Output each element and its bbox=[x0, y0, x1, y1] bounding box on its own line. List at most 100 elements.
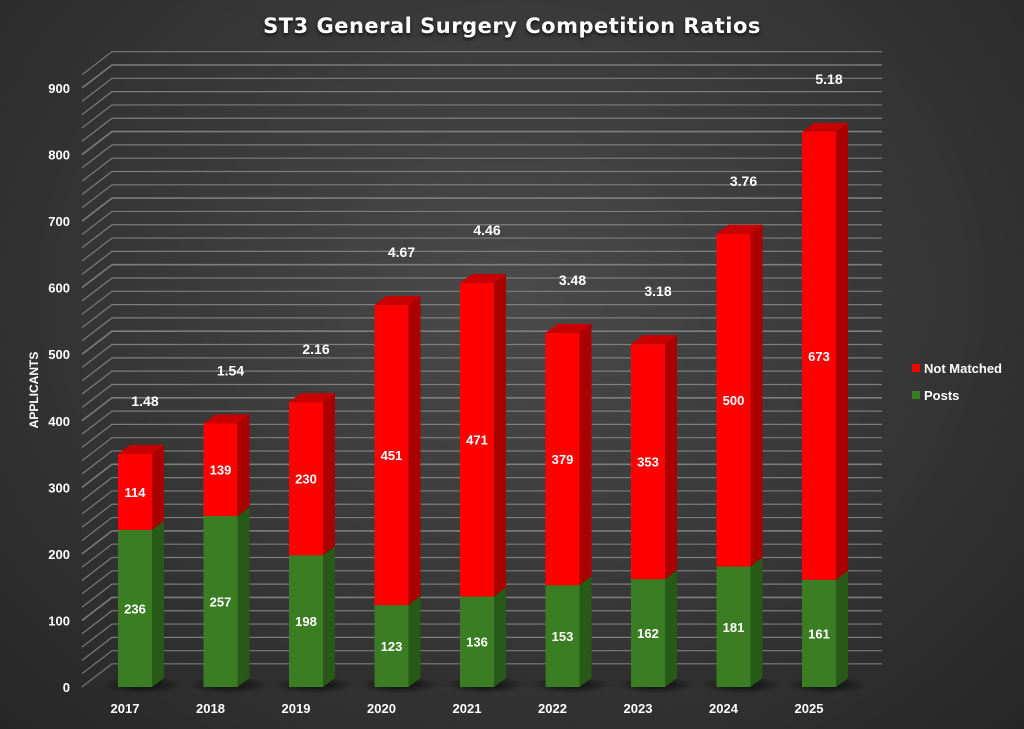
bar-front-face bbox=[802, 579, 836, 687]
y-tick-label: 600 bbox=[48, 281, 70, 296]
gridline bbox=[81, 463, 882, 488]
y-axis-title: APPLICANTS bbox=[27, 352, 41, 429]
ratio-annotation: 4.67 bbox=[388, 244, 415, 260]
gridline bbox=[81, 543, 882, 568]
gridline bbox=[81, 144, 882, 169]
bar-posts-2022[interactable] bbox=[545, 576, 592, 687]
bar-side-face bbox=[408, 596, 421, 687]
bar-not-matched-2017[interactable] bbox=[118, 445, 164, 530]
gridline bbox=[81, 91, 882, 116]
bar-not-matched-2025[interactable] bbox=[802, 122, 848, 580]
bar-posts-2024[interactable] bbox=[716, 557, 763, 687]
x-tick-label: 2024 bbox=[709, 701, 739, 716]
bar-not-matched-2020[interactable] bbox=[374, 295, 421, 606]
y-tick-label: 300 bbox=[48, 480, 70, 495]
bar-value-label: 123 bbox=[381, 639, 403, 654]
bar-front-face bbox=[203, 515, 238, 687]
bar-side-face bbox=[750, 557, 763, 687]
bar-side-face bbox=[152, 520, 164, 687]
y-tick-label: 700 bbox=[48, 214, 70, 229]
bar-not-matched-2018[interactable] bbox=[203, 414, 250, 516]
bar-not-matched-2023[interactable] bbox=[631, 335, 677, 580]
bar-side-face bbox=[408, 295, 421, 606]
bar-posts-2019[interactable] bbox=[289, 546, 335, 687]
bars bbox=[118, 122, 848, 687]
x-tick-label: 2017 bbox=[111, 701, 140, 716]
bar-top-face bbox=[118, 445, 164, 455]
ratio-annotation: 1.48 bbox=[131, 393, 158, 409]
gridline bbox=[81, 304, 882, 329]
bar-posts-2017[interactable] bbox=[118, 520, 164, 687]
ratio-annotation: 2.16 bbox=[302, 341, 329, 357]
bar-front-face bbox=[289, 402, 323, 556]
bar-side-face bbox=[665, 570, 677, 687]
gridline bbox=[81, 556, 882, 581]
x-tick-label: 2022 bbox=[538, 701, 567, 716]
gridline bbox=[81, 423, 882, 448]
ratio-annotation: 4.46 bbox=[473, 222, 500, 238]
y-tick-label: 900 bbox=[48, 81, 70, 96]
x-tick-label: 2021 bbox=[453, 701, 482, 716]
gridline bbox=[81, 370, 882, 395]
ratio-annotation: 3.48 bbox=[559, 272, 586, 288]
gridline bbox=[81, 450, 882, 475]
bar-front-face bbox=[289, 555, 323, 687]
x-tick-label: 2020 bbox=[367, 701, 396, 716]
bar-top-face bbox=[802, 122, 848, 132]
gridline bbox=[81, 237, 882, 262]
bar-posts-2020[interactable] bbox=[374, 596, 421, 687]
bar-posts-2021[interactable] bbox=[460, 587, 506, 687]
y-tick-label: 500 bbox=[48, 347, 70, 362]
bar-front-face bbox=[716, 566, 751, 687]
bar-posts-2025[interactable] bbox=[802, 570, 848, 687]
bar-front-face bbox=[545, 585, 580, 687]
y-tick-label: 200 bbox=[48, 547, 70, 562]
bar-side-face bbox=[579, 323, 592, 586]
bar-not-matched-2021[interactable] bbox=[460, 274, 506, 597]
gridline bbox=[81, 210, 882, 235]
bar-value-label: 198 bbox=[295, 614, 317, 629]
bar-not-matched-2024[interactable] bbox=[716, 224, 763, 567]
bar-front-face bbox=[118, 454, 152, 530]
bar-not-matched-2022[interactable] bbox=[545, 323, 592, 586]
bar-side-face bbox=[836, 570, 848, 687]
gridline bbox=[81, 51, 882, 76]
bar-front-face bbox=[374, 605, 409, 687]
bar-value-label: 257 bbox=[210, 594, 232, 609]
ratio-annotation: 3.18 bbox=[644, 283, 671, 299]
legend[interactable]: Not Matched Posts bbox=[912, 361, 1002, 403]
bar-top-face bbox=[716, 224, 763, 234]
legend-label: Not Matched bbox=[924, 361, 1002, 376]
gridline bbox=[81, 490, 882, 515]
bar-posts-2023[interactable] bbox=[631, 570, 677, 687]
gridline bbox=[81, 117, 882, 142]
ratio-annotation: 1.54 bbox=[217, 362, 244, 378]
bar-value-label: 451 bbox=[381, 448, 403, 463]
bar-posts-2018[interactable] bbox=[203, 506, 250, 687]
gridline bbox=[81, 104, 882, 129]
gridline bbox=[81, 650, 882, 675]
bar-front-face bbox=[545, 332, 580, 586]
bar-top-face bbox=[374, 295, 421, 305]
bar-not-matched-2019[interactable] bbox=[289, 393, 335, 556]
gridline bbox=[81, 197, 882, 222]
legend-label: Posts bbox=[924, 388, 959, 403]
y-axis-ticks: 0 100 200 300 400 500 600 700 800 900 bbox=[48, 81, 70, 695]
gridline bbox=[81, 224, 882, 249]
bar-value-label: 161 bbox=[808, 626, 830, 641]
bar-value-label: 673 bbox=[808, 349, 830, 364]
legend-swatch bbox=[912, 391, 920, 399]
gridline bbox=[81, 437, 882, 462]
legend-item-posts[interactable]: Posts bbox=[912, 388, 959, 403]
gridlines bbox=[81, 51, 882, 688]
gridline bbox=[81, 277, 882, 302]
bar-side-face bbox=[836, 122, 848, 580]
legend-item-not-matched[interactable]: Not Matched bbox=[912, 361, 1002, 376]
x-tick-label: 2019 bbox=[282, 701, 311, 716]
bar-side-face bbox=[237, 414, 250, 516]
legend-swatch bbox=[912, 364, 920, 372]
bar-front-face bbox=[460, 596, 494, 687]
y-tick-label: 0 bbox=[63, 680, 70, 695]
gridline bbox=[81, 130, 882, 156]
